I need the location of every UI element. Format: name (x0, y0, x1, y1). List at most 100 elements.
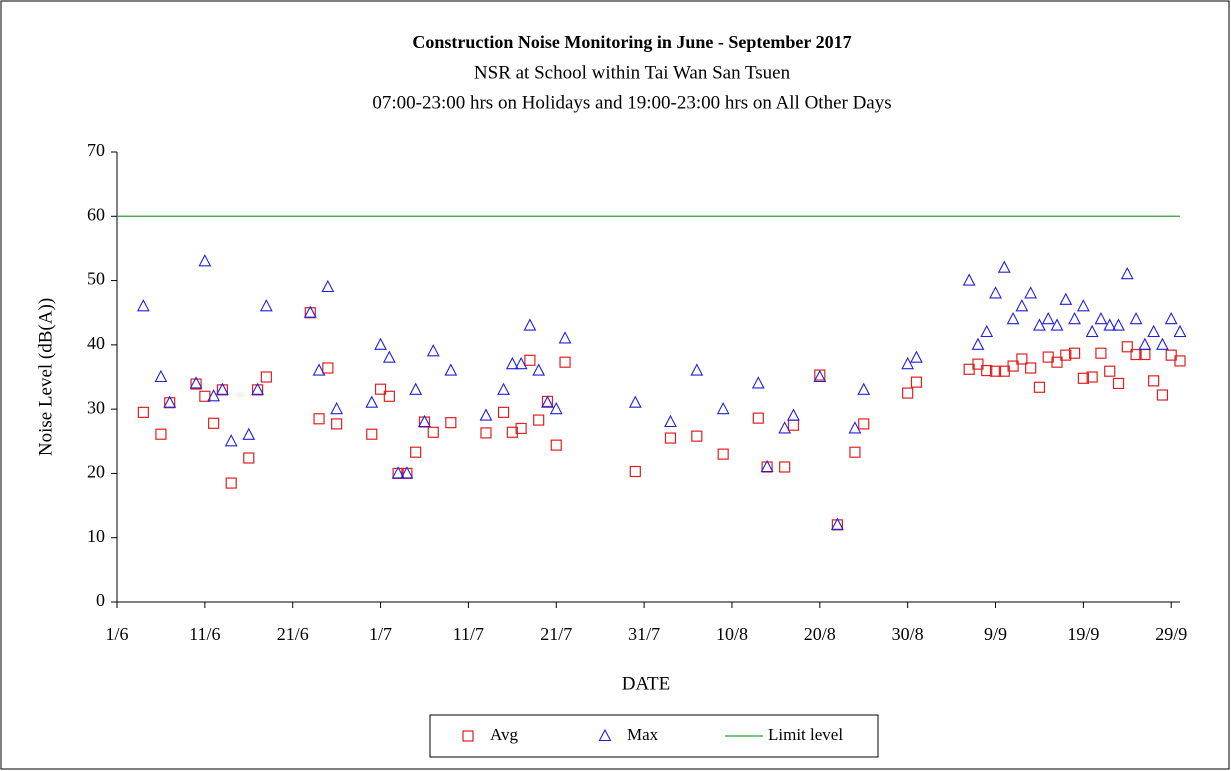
x-tick-label: 10/8 (716, 624, 748, 644)
marker-square (1033, 381, 1046, 393)
marker-triangle (716, 401, 730, 415)
y-tick-label: 50 (87, 269, 105, 289)
marker-square (1007, 360, 1019, 372)
marker-square (1051, 356, 1063, 368)
marker-triangle (374, 337, 387, 350)
marker-triangle (1041, 311, 1055, 325)
legend-label: Max (627, 725, 659, 744)
legend (429, 714, 879, 758)
x-tick-label: 1/7 (369, 624, 392, 644)
marker-triangle (1103, 318, 1117, 331)
marker-square (462, 730, 474, 742)
marker-triangle (1076, 299, 1090, 312)
marker-triangle (980, 324, 994, 338)
marker-triangle (1050, 318, 1064, 331)
x-axis-label: DATE (622, 673, 671, 694)
marker-triangle (997, 260, 1011, 273)
x-tick-label: 31/7 (628, 624, 660, 644)
marker-triangle (391, 466, 405, 479)
marker-square (1086, 371, 1098, 383)
marker-triangle (813, 369, 827, 383)
marker-square (902, 387, 914, 399)
marker-square (445, 417, 457, 429)
marker-triangle (1112, 318, 1125, 331)
marker-triangle (400, 466, 414, 479)
marker-triangle (1138, 337, 1152, 350)
marker-square (506, 426, 518, 438)
marker-square (629, 465, 641, 478)
marker-triangle (1068, 311, 1081, 325)
marker-triangle (1094, 311, 1108, 325)
marker-square (524, 354, 536, 366)
marker-triangle (163, 395, 177, 408)
marker-square (1068, 347, 1081, 359)
marker-triangle (541, 395, 554, 408)
marker-triangle (549, 401, 563, 415)
marker-square (1156, 389, 1169, 401)
marker-square (313, 413, 325, 425)
marker-triangle (523, 318, 537, 331)
y-axis-label: Noise Level (dB(A)) (35, 298, 56, 456)
x-tick-label: 11/7 (453, 624, 484, 644)
marker-triangle (664, 414, 677, 428)
marker-triangle (365, 395, 379, 408)
x-tick-label: 21/6 (277, 624, 309, 644)
marker-triangle (514, 356, 528, 370)
y-tick-label: 10 (87, 526, 105, 546)
marker-triangle (497, 382, 510, 395)
x-tick-label: 20/8 (804, 624, 836, 644)
marker-square (155, 428, 167, 440)
marker-square (910, 376, 923, 388)
marker-square (1121, 341, 1133, 353)
marker-triangle (848, 421, 862, 434)
chart-title: Construction Noise Monitoring in June - … (412, 32, 851, 52)
marker-triangle (251, 382, 264, 395)
marker-triangle (444, 363, 458, 376)
marker-triangle (1120, 266, 1134, 280)
marker-triangle (418, 414, 431, 428)
marker-triangle (901, 356, 915, 370)
marker-triangle (910, 350, 923, 363)
chart-subtitle: 07:00-23:00 hrs on Holidays and 19:00-23… (372, 92, 891, 113)
marker-triangle (962, 273, 976, 286)
marker-square (322, 362, 334, 374)
marker-triangle (857, 382, 871, 395)
marker-square (1095, 347, 1107, 359)
marker-triangle (751, 376, 765, 389)
marker-triangle (259, 299, 273, 312)
marker-triangle (409, 382, 423, 395)
marker-triangle (1015, 299, 1029, 312)
marker-triangle (1173, 324, 1187, 338)
marker-square (858, 418, 870, 430)
marker-square (480, 427, 492, 439)
x-tick-label: 19/9 (1067, 624, 1099, 644)
y-tick-label: 40 (87, 333, 105, 353)
x-tick-label: 30/8 (892, 624, 924, 644)
marker-triangle (830, 517, 844, 530)
marker-square (383, 390, 395, 402)
marker-triangle (189, 376, 203, 389)
marker-square (533, 414, 545, 426)
marker-triangle (628, 395, 642, 408)
y-tick-label: 20 (87, 462, 105, 482)
marker-triangle (330, 401, 344, 415)
marker-triangle (787, 408, 800, 421)
marker-square (208, 417, 220, 429)
marker-square (664, 432, 677, 444)
marker-triangle (479, 408, 493, 421)
marker-square (1174, 355, 1186, 367)
marker-triangle (1085, 324, 1099, 338)
marker-square (497, 406, 510, 418)
marker-square (1025, 362, 1037, 374)
marker-square (717, 448, 729, 460)
x-tick-label: 9/9 (984, 624, 1007, 644)
marker-square (137, 406, 149, 418)
marker-triangle (242, 427, 256, 440)
marker-square (190, 378, 202, 390)
marker-triangle (216, 382, 229, 395)
marker-square (366, 428, 378, 440)
marker-triangle (1129, 311, 1143, 325)
marker-triangle (598, 728, 612, 742)
marker-square (550, 439, 562, 451)
